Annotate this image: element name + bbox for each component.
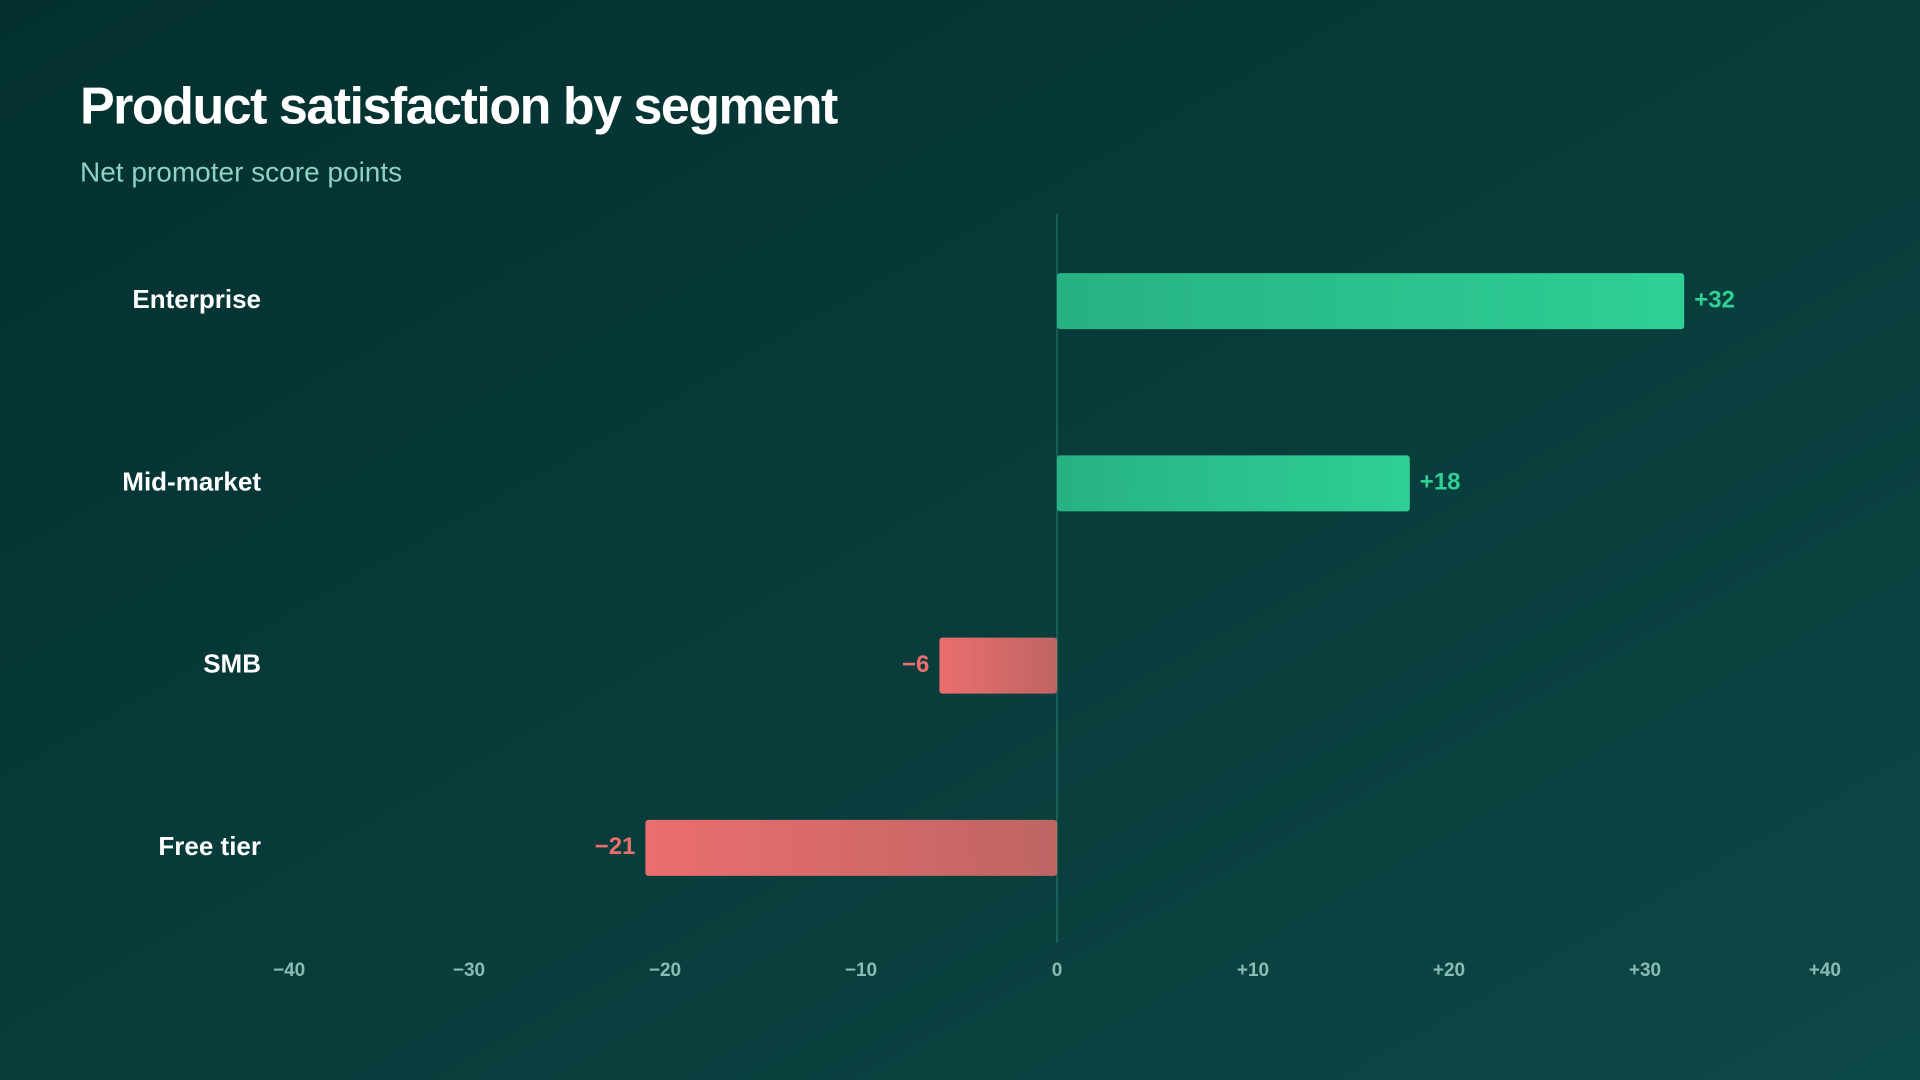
value-label: +32: [1694, 286, 1735, 313]
x-tick-label: +30: [1629, 960, 1661, 981]
x-tick-label: −40: [273, 960, 305, 981]
value-label: −21: [595, 833, 636, 860]
x-tick-label: +40: [1809, 960, 1841, 981]
category-label: Mid-market: [122, 466, 261, 496]
x-tick-label: −10: [845, 960, 877, 981]
chart-subtitle: Net promoter score points: [80, 156, 402, 187]
chart-title: Product satisfaction by segment: [80, 78, 838, 136]
value-label: −6: [902, 651, 929, 678]
category-label: Free tier: [158, 831, 261, 861]
category-label: Enterprise: [132, 284, 261, 314]
x-tick-label: +10: [1237, 960, 1269, 981]
category-label: SMB: [203, 649, 261, 679]
bar: [939, 637, 1057, 694]
x-tick-label: +20: [1433, 960, 1465, 981]
bar: [1057, 455, 1410, 512]
x-tick-label: 0: [1052, 960, 1063, 981]
bar: [1057, 273, 1685, 330]
x-tick-label: −20: [649, 960, 681, 981]
value-label: +18: [1420, 469, 1461, 496]
x-tick-label: −30: [453, 960, 485, 981]
bar: [645, 819, 1057, 876]
